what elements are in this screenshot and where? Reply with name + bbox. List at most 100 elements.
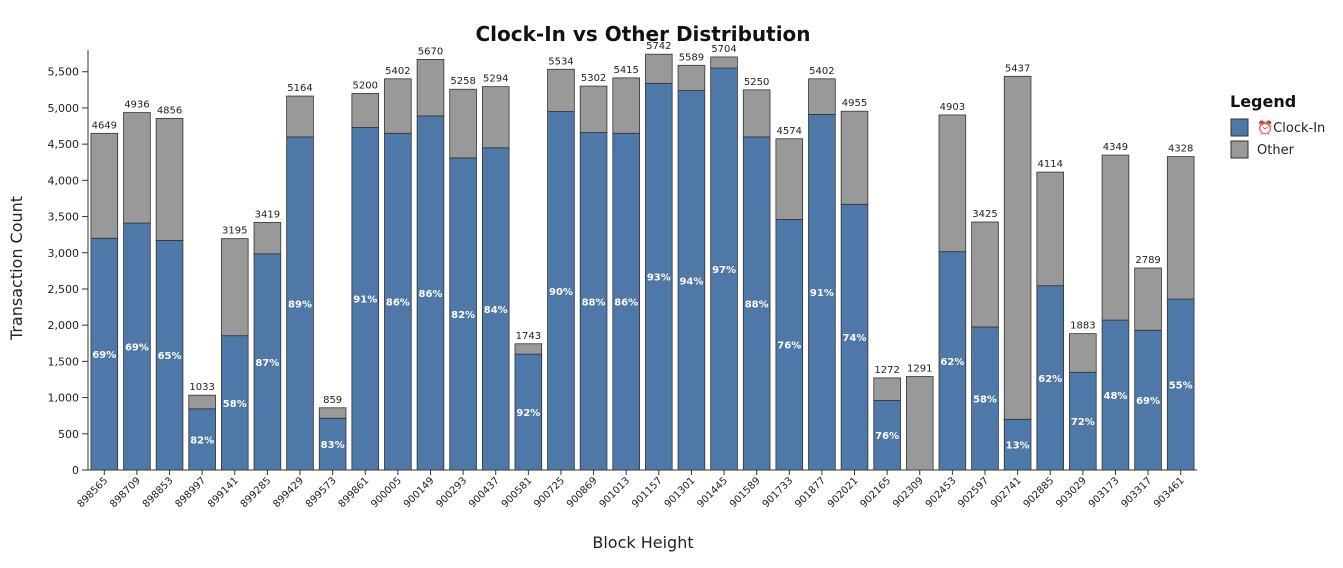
x-tick-label: 901589 (728, 475, 763, 510)
bar-percent-label: 88% (745, 299, 769, 310)
bar-total-label: 5534 (548, 56, 573, 67)
bar-percent-label: 74% (843, 333, 867, 344)
x-axis: 8985658987098988538989978991418992858994… (76, 469, 1197, 510)
bar-total-label: 4903 (940, 102, 965, 113)
bar-other (221, 238, 249, 337)
legend-label-other: Other (1257, 143, 1295, 158)
y-tick-label: 4,000 (48, 174, 80, 187)
bar-percent-label: 69% (125, 343, 149, 354)
bar-other (123, 112, 151, 224)
bar-total-label: 4328 (1168, 144, 1193, 155)
bar-percent-label: 83% (321, 440, 345, 451)
bar-percent-label: 62% (1038, 374, 1062, 385)
bar-other (677, 64, 706, 91)
x-tick-label: 898997 (174, 475, 209, 510)
bar-total-label: 5437 (1005, 63, 1030, 74)
bar-total-label: 5250 (744, 77, 769, 88)
bar-percent-label: 82% (451, 310, 475, 321)
y-tick-label: 1,500 (48, 355, 80, 368)
bar-percent-label: 55% (1169, 381, 1193, 392)
bar-percent-label: 48% (1103, 391, 1127, 402)
bar-percent-label: 69% (92, 350, 116, 361)
bar-total-label: 5164 (287, 83, 312, 94)
bar-other (514, 343, 543, 355)
bar-clock-in (286, 136, 314, 471)
bar-clock-in (155, 240, 184, 471)
x-tick-label: 899861 (337, 475, 372, 510)
bar-clock-in (481, 147, 510, 471)
bar-other (155, 117, 184, 241)
bar-other (351, 93, 380, 128)
bar-clock-in (318, 417, 347, 471)
x-tick-label: 902741 (989, 475, 1024, 510)
bar-other (449, 88, 477, 159)
bar-clock-in (1134, 329, 1162, 471)
bar-percent-label: 92% (516, 408, 540, 419)
bar-percent-label: 87% (255, 358, 279, 369)
legend-swatch-clock-in (1230, 118, 1249, 137)
x-tick-label: 901733 (761, 475, 796, 510)
legend-label-clock-in: ⏰Clock-In (1257, 119, 1325, 136)
bar-total-label: 5704 (711, 44, 736, 55)
chart-title: Clock-In vs Other Distribution (475, 22, 810, 46)
bar-percent-label: 13% (1006, 441, 1030, 452)
bar-percent-label: 84% (484, 305, 508, 316)
bar-clock-in (710, 67, 738, 471)
bar-total-label: 5258 (450, 76, 475, 87)
x-tick-label: 903029 (1054, 475, 1089, 510)
bar-clock-in (612, 132, 640, 471)
bar-other (1003, 75, 1032, 420)
x-tick-label: 903461 (1152, 475, 1187, 510)
legend-title: Legend (1230, 92, 1296, 111)
bar-clock-in (1101, 319, 1130, 471)
bar-other (481, 86, 510, 149)
x-tick-label: 898709 (108, 475, 143, 510)
bar-total-label: 3195 (222, 226, 247, 237)
y-tick-label: 2,000 (48, 319, 80, 332)
bar-percent-label: 69% (1136, 396, 1160, 407)
bar-total-label: 4574 (777, 126, 802, 137)
x-tick-label: 902597 (956, 475, 991, 510)
y-tick-label: 0 (72, 464, 79, 477)
bar-clock-in (840, 203, 869, 471)
bar-other (416, 59, 445, 117)
bar-total-label: 1883 (1070, 321, 1095, 332)
bar-total-label: 4649 (92, 120, 117, 131)
bar-other (90, 132, 119, 239)
bar-total-label: 3419 (255, 209, 280, 220)
bar-percent-label: 97% (712, 265, 736, 276)
bar-other (645, 53, 673, 84)
bar-total-label: 1291 (907, 364, 932, 375)
bar-total-label: 5402 (809, 66, 834, 77)
x-tick-label: 900437 (467, 475, 502, 510)
bar-percent-label: 76% (875, 431, 899, 442)
bar-total-label: 5302 (581, 73, 606, 84)
bar-clock-in (1036, 285, 1064, 471)
x-tick-label: 899429 (271, 475, 306, 510)
bar-other (775, 138, 804, 220)
bar-percent-label: 88% (582, 297, 606, 308)
bar-percent-label: 86% (419, 289, 443, 300)
y-tick-label: 2,500 (48, 283, 80, 296)
x-tick-label: 902885 (1022, 475, 1057, 510)
x-tick-label: 900725 (532, 475, 567, 510)
bar-percent-label: 62% (940, 357, 964, 368)
bar-clock-in (384, 132, 412, 471)
bar-other (873, 377, 901, 401)
bar-clock-in (253, 253, 282, 471)
bar-clock-in (547, 111, 575, 471)
x-tick-label: 901877 (793, 475, 828, 510)
x-tick-label: 902165 (858, 475, 893, 510)
bar-other (318, 407, 347, 419)
x-tick-label: 899141 (206, 475, 241, 510)
bar-percent-label: 72% (1071, 417, 1095, 428)
bar-percent-label: 89% (288, 299, 312, 310)
bar-other (971, 221, 999, 328)
x-tick-label: 900005 (369, 475, 404, 510)
x-tick-label: 901013 (598, 475, 633, 510)
bar-clock-in (938, 251, 967, 471)
x-tick-label: 898565 (76, 475, 111, 510)
y-tick-label: 3,000 (48, 247, 80, 260)
x-tick-label: 899573 (304, 475, 339, 510)
bar-percent-label: 86% (386, 298, 410, 309)
